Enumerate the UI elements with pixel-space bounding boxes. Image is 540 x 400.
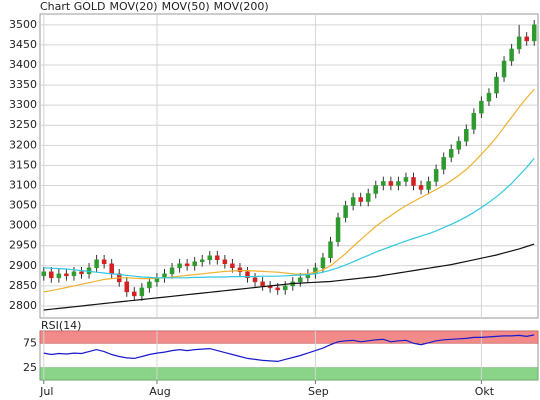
x-tick-label: Aug <box>149 385 170 398</box>
candle-body <box>456 141 462 150</box>
candle-body <box>433 169 439 182</box>
candle-body <box>237 267 243 273</box>
candle-body <box>350 197 356 206</box>
candle-body <box>64 273 69 277</box>
candle-body <box>41 271 47 277</box>
candle-body <box>132 291 137 297</box>
candle-body <box>388 181 394 186</box>
candle-body <box>396 181 401 186</box>
y-tick-label: 3500 <box>9 18 37 31</box>
candle-body <box>49 271 54 279</box>
candle-body <box>230 263 235 269</box>
candle-body <box>471 112 477 130</box>
candle-body <box>71 271 77 277</box>
candle-body <box>343 205 348 218</box>
candle-body <box>411 177 416 186</box>
y-tick-label: 3200 <box>9 138 37 151</box>
x-tick-label: Okt <box>475 385 495 398</box>
y-tick-label: 75 <box>23 336 37 349</box>
x-tick-label: Jul <box>39 385 53 398</box>
candle-body <box>441 157 446 170</box>
candle-body <box>245 271 250 279</box>
candle-body <box>509 48 514 62</box>
series-line <box>43 157 535 279</box>
chart-title: Chart GOLD <box>40 0 106 13</box>
candle-body <box>192 261 197 267</box>
y-tick-label: 2900 <box>9 259 37 272</box>
candle-body <box>260 281 265 287</box>
series-line <box>43 88 535 293</box>
candle-body <box>448 149 454 158</box>
y-tick-label: 3300 <box>9 98 37 111</box>
candle-body <box>479 100 484 114</box>
candle-body <box>328 241 333 259</box>
candle-body <box>109 263 114 275</box>
y-tick-label: 3250 <box>9 118 37 131</box>
candle-body <box>464 129 469 142</box>
candle-body <box>56 273 62 279</box>
legend-entry: MOV(50) <box>162 0 210 13</box>
candle-body <box>177 263 182 269</box>
candle-body <box>199 259 205 263</box>
rsi-title: RSI(14) <box>41 319 81 332</box>
y-tick-label: 3450 <box>9 38 37 51</box>
candle-body <box>298 277 303 283</box>
y-tick-label: 3150 <box>9 158 37 171</box>
series-line <box>43 334 535 363</box>
candle-body <box>418 185 424 190</box>
candle-body <box>524 36 529 42</box>
candle-body <box>101 259 107 265</box>
candle-body <box>320 257 326 269</box>
candle-body <box>282 285 288 291</box>
candle-body <box>79 271 84 275</box>
candle-body <box>147 281 152 289</box>
candle-body <box>531 24 537 42</box>
candle-body <box>335 217 341 242</box>
candle-body <box>169 267 175 275</box>
candle-body <box>381 181 386 186</box>
candle-body <box>184 263 190 267</box>
candle-body <box>139 287 145 297</box>
candle-body <box>373 185 379 194</box>
y-tick-label: 3350 <box>9 78 37 91</box>
candle-body <box>486 92 492 102</box>
candle-body <box>516 36 522 50</box>
overbought-band <box>39 330 539 344</box>
candle-body <box>358 197 363 202</box>
candle-body <box>426 181 431 190</box>
candle-body <box>365 193 371 202</box>
candle-body <box>94 259 99 269</box>
candle-body <box>403 177 409 182</box>
candle-body <box>222 259 228 265</box>
y-tick-label: 2800 <box>9 299 37 312</box>
oversold-band <box>39 367 539 381</box>
y-tick-label: 25 <box>23 361 37 374</box>
legend-entry: MOV(20) <box>110 0 158 13</box>
y-tick-label: 3400 <box>9 58 37 71</box>
y-tick-label: 2950 <box>9 239 37 252</box>
x-tick-label: Sep <box>308 385 329 398</box>
candle-body <box>501 60 507 78</box>
candle-body <box>494 76 499 94</box>
y-tick-label: 3100 <box>9 178 37 191</box>
plot-area <box>39 13 539 319</box>
candle-body <box>124 281 130 293</box>
candle-body <box>275 287 280 291</box>
y-tick-label: 3000 <box>9 219 37 232</box>
candle-body <box>207 255 213 261</box>
y-tick-label: 3050 <box>9 199 37 212</box>
candle-body <box>252 277 258 283</box>
series-line <box>43 243 535 311</box>
y-tick-label: 2850 <box>9 279 37 292</box>
candle-body <box>215 255 220 261</box>
legend-entry: MOV(200) <box>214 0 269 13</box>
